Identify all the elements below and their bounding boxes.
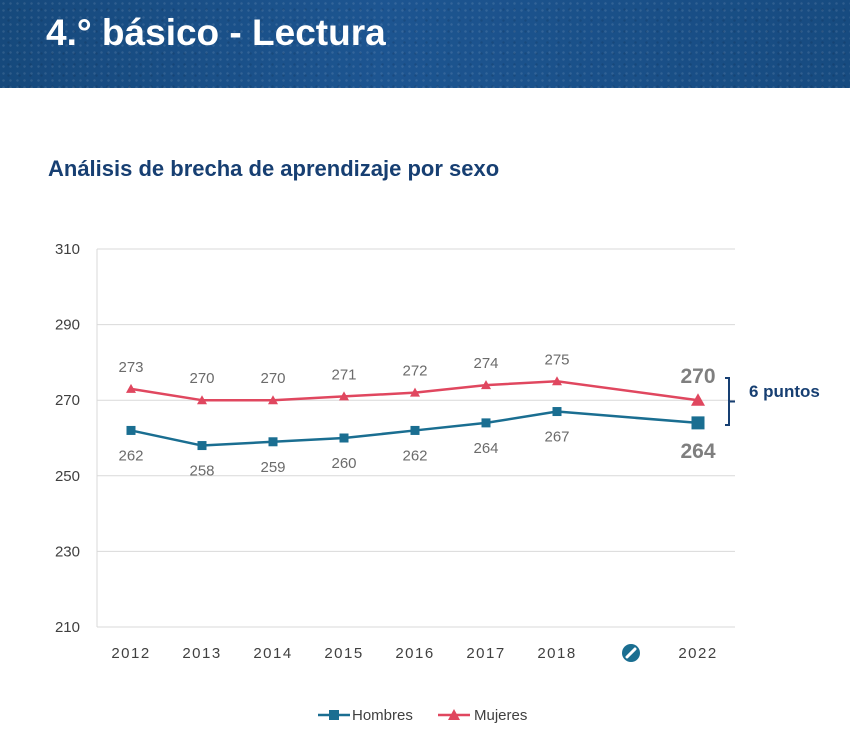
series-line-mujeres xyxy=(130,380,699,402)
x-tick-label: 2013 xyxy=(182,645,221,662)
x-tick-label: 2014 xyxy=(253,645,292,662)
legend-label: Mujeres xyxy=(474,707,527,724)
y-tick-label: 230 xyxy=(55,543,80,560)
point-marker xyxy=(268,395,278,405)
point-marker xyxy=(691,393,705,406)
data-label: 270 xyxy=(680,365,715,388)
data-label: 262 xyxy=(118,447,143,464)
header-banner: 4.° básico - Lectura xyxy=(0,0,850,88)
x-tick-label: 2015 xyxy=(324,645,363,662)
gap-bracket xyxy=(725,377,730,426)
series-line-hombres xyxy=(130,410,699,447)
data-label: 262 xyxy=(402,447,427,464)
data-label: 270 xyxy=(189,370,214,387)
data-label: 271 xyxy=(331,366,356,383)
data-label: 264 xyxy=(473,440,498,457)
legend-label: Hombres xyxy=(352,707,413,724)
no-data-circle-icon xyxy=(622,644,640,662)
point-marker xyxy=(339,391,349,401)
chart-series xyxy=(126,376,705,451)
point-marker xyxy=(410,425,420,435)
x-tick-label: 2018 xyxy=(537,645,576,662)
data-label: 259 xyxy=(260,459,285,476)
y-axis: 210 230 250 270 290 310 xyxy=(55,241,80,636)
data-labels: 273 270 270 271 272 274 275 270 262 258 259 260 262 2… xyxy=(118,351,715,479)
point-marker xyxy=(197,395,207,405)
point-marker xyxy=(197,441,207,451)
gap-annotation: 6 puntos xyxy=(725,377,820,426)
legend-item-hombres: Hombres xyxy=(318,707,413,724)
point-marker xyxy=(126,425,136,435)
y-tick-label: 310 xyxy=(55,241,80,258)
data-label: 264 xyxy=(680,440,715,463)
point-marker xyxy=(410,387,420,397)
x-tick-label: 2016 xyxy=(395,645,434,662)
point-marker xyxy=(552,407,562,417)
point-marker xyxy=(481,380,491,390)
point-marker xyxy=(552,376,562,386)
x-tick-label: 2017 xyxy=(466,645,505,662)
point-marker xyxy=(691,416,705,430)
x-axis: 2012 2013 2014 2015 2016 2017 2018 2022 xyxy=(111,644,717,662)
gap-label: 6 puntos xyxy=(749,382,820,401)
point-marker xyxy=(126,383,136,393)
break-slash xyxy=(625,647,637,659)
data-label: 275 xyxy=(544,351,569,368)
y-tick-label: 290 xyxy=(55,317,80,334)
data-label: 260 xyxy=(331,455,356,472)
legend-marker xyxy=(329,710,339,720)
x-tick-label: 2022 xyxy=(678,645,717,662)
data-label: 273 xyxy=(118,359,143,376)
chart-legend: Hombres Mujeres xyxy=(318,707,527,724)
legend-marker xyxy=(448,709,460,720)
data-label: 270 xyxy=(260,370,285,387)
point-marker xyxy=(481,418,491,428)
data-label: 272 xyxy=(402,363,427,380)
legend-item-mujeres: Mujeres xyxy=(438,707,527,724)
point-marker xyxy=(339,433,349,443)
data-label: 267 xyxy=(544,429,569,446)
data-label: 258 xyxy=(189,463,214,480)
page-title: 4.° básico - Lectura xyxy=(46,12,386,53)
y-tick-label: 210 xyxy=(55,619,80,636)
chart-title: Análisis de brecha de aprendizaje por se… xyxy=(48,156,500,181)
point-marker xyxy=(268,437,278,447)
y-tick-label: 270 xyxy=(55,392,80,409)
chart-grid xyxy=(96,248,735,628)
data-label: 274 xyxy=(473,355,498,372)
x-tick-label: 2012 xyxy=(111,645,150,662)
y-tick-label: 250 xyxy=(55,468,80,485)
